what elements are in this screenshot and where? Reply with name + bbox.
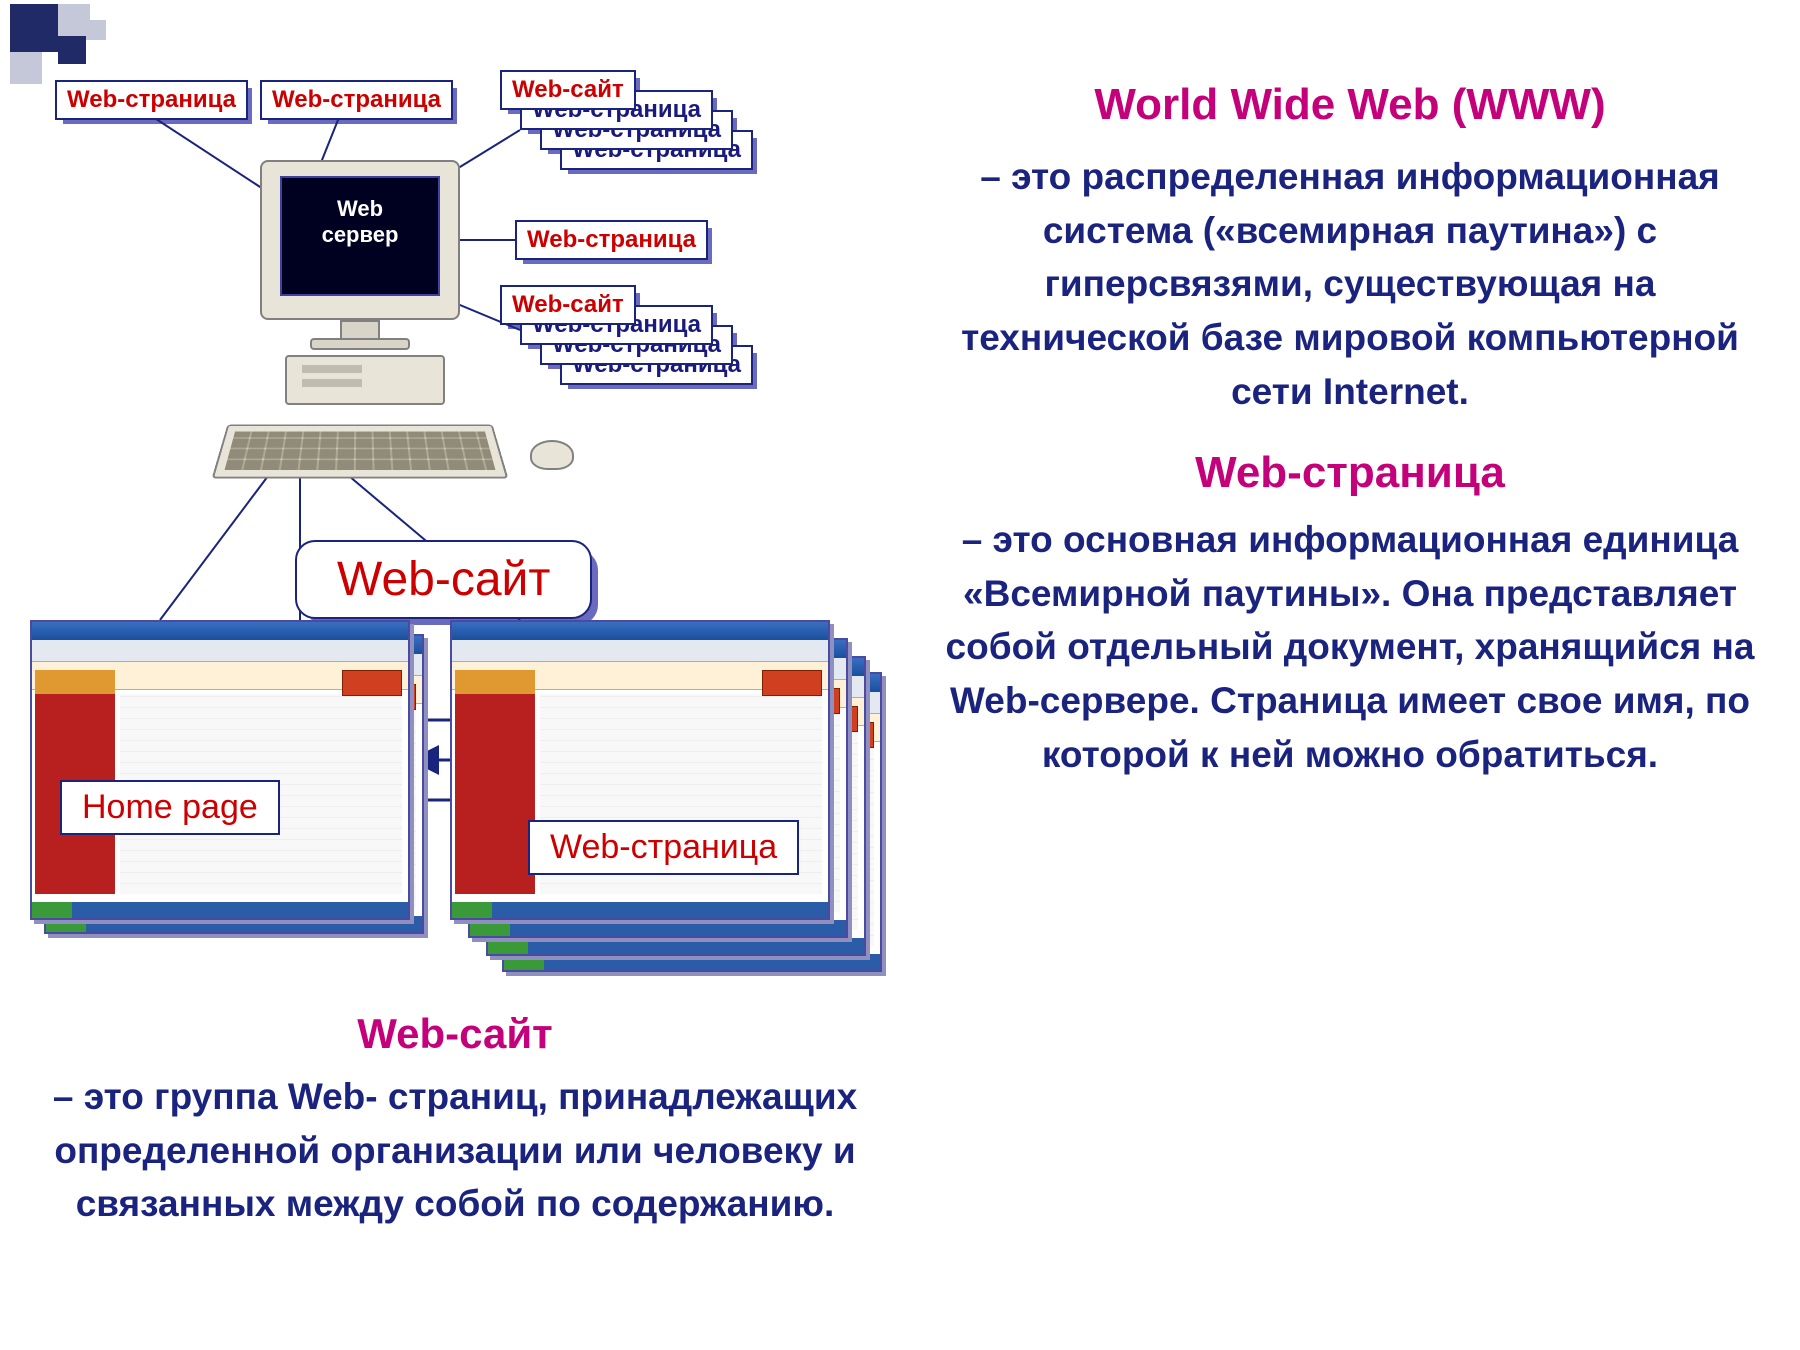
server-label-line1: Web — [337, 196, 383, 221]
monitor-icon: Web сервер — [260, 160, 460, 320]
browser-window — [450, 620, 830, 920]
server-label-line2: сервер — [322, 222, 399, 247]
text-column-right: World Wide Web (WWW) – это распределенна… — [940, 80, 1760, 781]
label-web-page: Web-страница — [260, 80, 453, 120]
website-title: Web-сайт — [30, 1010, 880, 1058]
monitor-stand — [340, 320, 380, 340]
decoration-square — [86, 20, 106, 40]
monitor-screen: Web сервер — [280, 176, 440, 296]
mouse-icon — [530, 440, 574, 470]
keyboard-icon — [212, 425, 509, 479]
text-column-bottom-left: Web-сайт – это группа Web- страниц, прин… — [30, 1010, 880, 1231]
browser-window — [30, 620, 410, 920]
label-web-page-big: Web-страница — [528, 820, 799, 875]
server-label: Web сервер — [282, 178, 438, 249]
label-home-page: Home page — [60, 780, 280, 835]
computer-case-icon — [285, 355, 445, 405]
label-web-site-big: Web-сайт — [295, 540, 592, 619]
www-body: – это распределенная информационная сист… — [940, 150, 1760, 418]
website-body: – это группа Web- страниц, принадлежащих… — [30, 1070, 880, 1231]
monitor-base — [310, 338, 410, 350]
computer-icon: Web сервер — [150, 160, 570, 490]
webpage-body: – это основная информационная единица «В… — [940, 513, 1760, 781]
decoration-square — [10, 4, 58, 52]
webpage-title: Web-страница — [940, 448, 1760, 498]
www-title: World Wide Web (WWW) — [940, 80, 1760, 130]
diagram-area: Web-страница Web-страница Web-страница W… — [20, 60, 920, 1010]
label-web-site: Web-сайт — [500, 70, 636, 110]
label-web-page: Web-страница — [55, 80, 248, 120]
